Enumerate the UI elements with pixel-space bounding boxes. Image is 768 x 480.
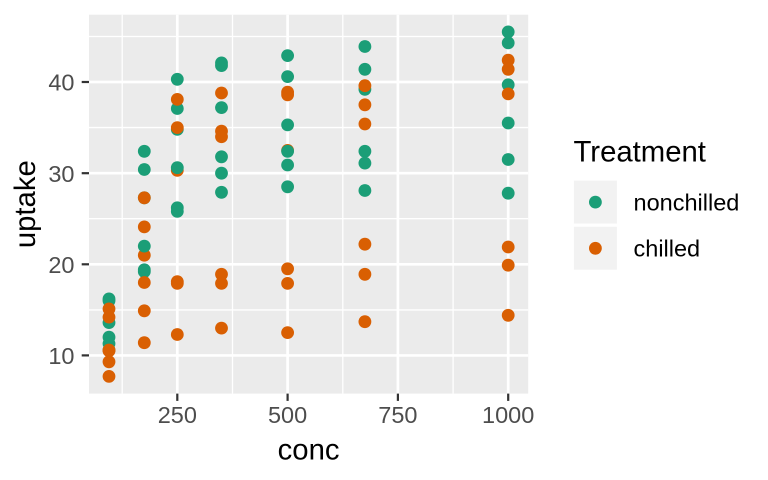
svg-text:750: 750 [378, 402, 417, 428]
svg-text:40: 40 [48, 70, 74, 96]
svg-text:uptake: uptake [9, 160, 42, 248]
svg-text:1000: 1000 [482, 402, 534, 428]
svg-text:nonchilled: nonchilled [634, 190, 740, 216]
svg-text:250: 250 [158, 402, 197, 428]
svg-text:500: 500 [268, 402, 307, 428]
svg-text:10: 10 [48, 343, 74, 369]
svg-text:Treatment: Treatment [574, 136, 706, 169]
svg-text:chilled: chilled [634, 236, 701, 262]
svg-text:30: 30 [48, 161, 74, 187]
svg-text:20: 20 [48, 252, 74, 278]
svg-text:conc: conc [278, 433, 340, 466]
